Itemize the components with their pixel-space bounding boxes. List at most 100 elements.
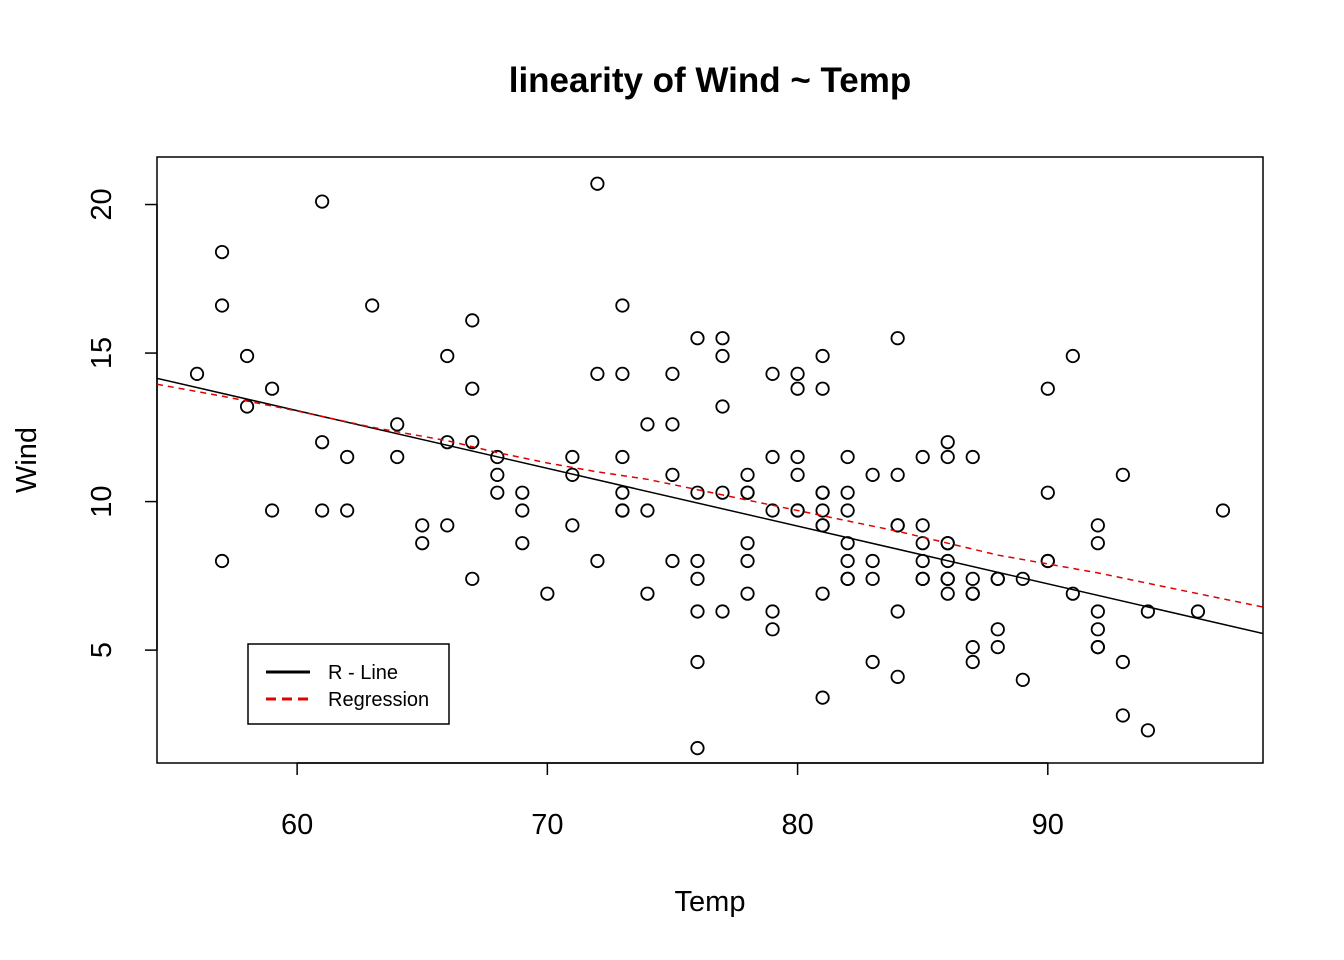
data-point [865,553,880,569]
data-point [815,348,830,364]
data-point [765,449,780,465]
data-point [1015,672,1030,687]
data-point [1115,708,1130,723]
y-axis: 5 10 15 20 [86,188,158,658]
data-point [515,503,530,518]
data-point [915,518,930,533]
y-tick-label: 15 [86,337,118,369]
data-point [790,449,805,465]
data-point [865,654,880,670]
data-point [490,449,505,465]
data-point [765,503,780,518]
data-point [665,467,680,482]
data-point [1040,553,1055,569]
data-point [490,467,505,482]
data-point [465,313,480,328]
data-point [840,571,855,586]
data-point [214,244,230,260]
data-point [790,381,805,396]
legend-label-r-line: R - Line [328,662,398,684]
data-point [189,366,205,381]
x-tick-label: 80 [781,809,813,841]
legend-box [247,643,450,725]
data-point [790,366,805,381]
data-point [265,381,280,396]
data-point [815,503,830,518]
data-point [840,553,855,569]
data-point [915,449,930,465]
data-point [1115,654,1130,670]
data-point [515,485,530,500]
data-point [440,518,455,533]
data-point [765,622,780,637]
data-point [790,503,805,518]
data-point [890,604,905,619]
data-point [965,449,980,465]
data-point [690,741,705,756]
data-point [239,399,255,414]
regression-line [157,383,1263,608]
data-point [690,654,705,670]
data-point [740,485,755,500]
data-point [565,518,580,533]
data-point [1115,467,1130,482]
data-point [265,503,280,518]
data-point [239,348,255,364]
data-point [840,503,855,518]
data-point [615,485,630,500]
data-point [890,669,905,684]
data-point [1090,622,1105,637]
data-point [665,417,680,432]
data-point [715,604,730,619]
data-point [465,571,480,586]
data-point [890,467,905,482]
data-point [765,366,780,381]
data-point [315,503,330,518]
chart-title: linearity of Wind ~ Temp [509,61,912,100]
data-point [690,553,705,569]
data-point [615,449,630,465]
data-point [965,654,980,670]
data-point [590,176,605,191]
data-point [665,366,680,381]
y-tick-label: 10 [86,485,118,517]
data-point [315,435,330,450]
data-point [815,485,830,500]
data-point [815,518,830,533]
data-point [965,571,980,586]
data-point [690,604,705,619]
data-point [840,485,855,500]
data-point [1215,503,1231,518]
data-point [490,485,505,500]
data-point [565,449,580,465]
data-point [740,467,755,482]
data-point [1190,604,1206,619]
data-point [640,586,655,601]
data-point [790,467,805,482]
data-point [990,571,1005,586]
data-point [990,640,1005,655]
x-tick-label: 70 [531,809,563,841]
data-point [940,536,955,551]
data-point [515,536,530,551]
x-tick-label: 90 [1032,809,1064,841]
data-point [715,399,730,414]
data-point [640,503,655,518]
data-point [615,366,630,381]
data-point [390,449,405,465]
y-axis-label: Wind [11,427,43,493]
data-point [665,553,680,569]
data-point [815,381,830,396]
data-point [214,553,230,569]
data-point [214,298,230,313]
data-point [965,586,980,601]
data-point [715,331,730,346]
data-point [1065,586,1080,601]
data-point [940,435,955,450]
data-point [715,348,730,364]
data-point [1090,518,1105,533]
data-point [315,194,330,209]
data-point [940,553,955,569]
legend: R - Line Regression [247,643,450,725]
